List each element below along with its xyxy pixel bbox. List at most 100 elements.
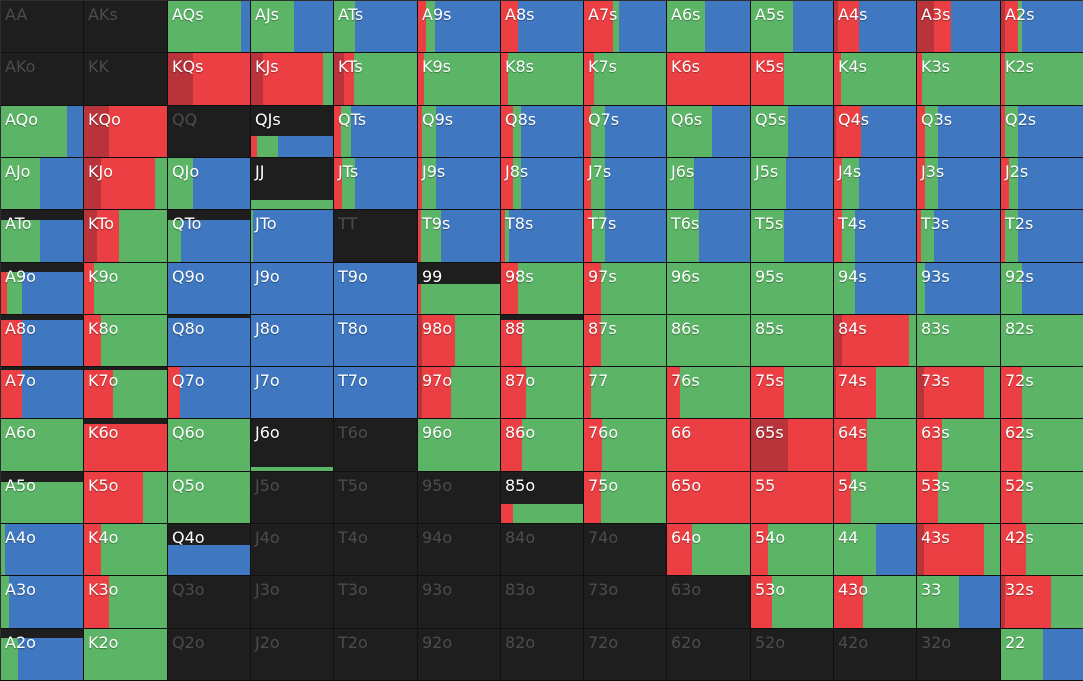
hand-cell-53s[interactable]: 53s bbox=[917, 472, 1001, 524]
hand-cell-Q2s[interactable]: Q2s bbox=[1001, 106, 1083, 158]
hand-cell-T8o[interactable]: T8o bbox=[334, 315, 418, 367]
hand-cell-K8o[interactable]: K8o bbox=[84, 315, 168, 367]
hand-cell-KJo[interactable]: KJo bbox=[84, 158, 168, 210]
hand-cell-TT[interactable]: TT bbox=[334, 210, 418, 263]
hand-cell-QTs[interactable]: QTs bbox=[334, 106, 418, 158]
hand-cell-96o[interactable]: 96o bbox=[418, 419, 501, 472]
hand-cell-JTs[interactable]: JTs bbox=[334, 158, 418, 210]
hand-cell-J7o[interactable]: J7o bbox=[251, 367, 334, 419]
hand-cell-72s[interactable]: 72s bbox=[1001, 367, 1083, 419]
hand-cell-76o[interactable]: 76o bbox=[584, 419, 667, 472]
hand-cell-AJs[interactable]: AJs bbox=[251, 1, 334, 53]
hand-cell-92s[interactable]: 92s bbox=[1001, 263, 1083, 315]
hand-cell-65s[interactable]: 65s bbox=[751, 419, 834, 472]
hand-cell-A5o[interactable]: A5o bbox=[1, 472, 84, 524]
hand-cell-22[interactable]: 22 bbox=[1001, 629, 1083, 681]
hand-cell-K7o[interactable]: K7o bbox=[84, 367, 168, 419]
hand-cell-84o[interactable]: 84o bbox=[501, 524, 584, 576]
hand-cell-T8s[interactable]: T8s bbox=[501, 210, 584, 263]
hand-cell-73s[interactable]: 73s bbox=[917, 367, 1001, 419]
hand-cell-K7s[interactable]: K7s bbox=[584, 53, 667, 106]
hand-cell-A7s[interactable]: A7s bbox=[584, 1, 667, 53]
hand-cell-54s[interactable]: 54s bbox=[834, 472, 917, 524]
hand-cell-65o[interactable]: 65o bbox=[667, 472, 751, 524]
hand-cell-A9o[interactable]: A9o bbox=[1, 263, 84, 315]
hand-cell-K9s[interactable]: K9s bbox=[418, 53, 501, 106]
hand-cell-94o[interactable]: 94o bbox=[418, 524, 501, 576]
hand-cell-85s[interactable]: 85s bbox=[751, 315, 834, 367]
hand-cell-73o[interactable]: 73o bbox=[584, 576, 667, 629]
hand-cell-93s[interactable]: 93s bbox=[917, 263, 1001, 315]
hand-cell-J2o[interactable]: J2o bbox=[251, 629, 334, 681]
hand-cell-T9o[interactable]: T9o bbox=[334, 263, 418, 315]
hand-cell-99[interactable]: 99 bbox=[418, 263, 501, 315]
hand-cell-86o[interactable]: 86o bbox=[501, 419, 584, 472]
hand-cell-T2s[interactable]: T2s bbox=[1001, 210, 1083, 263]
hand-cell-KQo[interactable]: KQo bbox=[84, 106, 168, 158]
hand-cell-J4o[interactable]: J4o bbox=[251, 524, 334, 576]
hand-cell-83s[interactable]: 83s bbox=[917, 315, 1001, 367]
hand-cell-98s[interactable]: 98s bbox=[501, 263, 584, 315]
hand-cell-Q8s[interactable]: Q8s bbox=[501, 106, 584, 158]
hand-cell-Q9o[interactable]: Q9o bbox=[168, 263, 251, 315]
hand-cell-Q8o[interactable]: Q8o bbox=[168, 315, 251, 367]
hand-cell-J8s[interactable]: J8s bbox=[501, 158, 584, 210]
hand-cell-83o[interactable]: 83o bbox=[501, 576, 584, 629]
hand-cell-92o[interactable]: 92o bbox=[418, 629, 501, 681]
hand-cell-K4o[interactable]: K4o bbox=[84, 524, 168, 576]
hand-cell-A7o[interactable]: A7o bbox=[1, 367, 84, 419]
hand-cell-Q4o[interactable]: Q4o bbox=[168, 524, 251, 576]
hand-cell-KK[interactable]: KK bbox=[84, 53, 168, 106]
hand-cell-QTo[interactable]: QTo bbox=[168, 210, 251, 263]
hand-cell-AA[interactable]: AA bbox=[1, 1, 84, 53]
hand-cell-96s[interactable]: 96s bbox=[667, 263, 751, 315]
hand-cell-84s[interactable]: 84s bbox=[834, 315, 917, 367]
hand-cell-33[interactable]: 33 bbox=[917, 576, 1001, 629]
hand-cell-62o[interactable]: 62o bbox=[667, 629, 751, 681]
hand-cell-K3s[interactable]: K3s bbox=[917, 53, 1001, 106]
hand-cell-Q3s[interactable]: Q3s bbox=[917, 106, 1001, 158]
hand-cell-JTo[interactable]: JTo bbox=[251, 210, 334, 263]
hand-cell-T4o[interactable]: T4o bbox=[334, 524, 418, 576]
hand-cell-Q6o[interactable]: Q6o bbox=[168, 419, 251, 472]
hand-cell-Q5o[interactable]: Q5o bbox=[168, 472, 251, 524]
hand-cell-Q3o[interactable]: Q3o bbox=[168, 576, 251, 629]
hand-cell-A6o[interactable]: A6o bbox=[1, 419, 84, 472]
hand-cell-KTs[interactable]: KTs bbox=[334, 53, 418, 106]
hand-cell-K2o[interactable]: K2o bbox=[84, 629, 168, 681]
hand-cell-42s[interactable]: 42s bbox=[1001, 524, 1083, 576]
hand-cell-AQs[interactable]: AQs bbox=[168, 1, 251, 53]
hand-cell-KTo[interactable]: KTo bbox=[84, 210, 168, 263]
hand-cell-T5s[interactable]: T5s bbox=[751, 210, 834, 263]
hand-cell-32s[interactable]: 32s bbox=[1001, 576, 1083, 629]
hand-cell-82o[interactable]: 82o bbox=[501, 629, 584, 681]
hand-cell-93o[interactable]: 93o bbox=[418, 576, 501, 629]
hand-cell-44[interactable]: 44 bbox=[834, 524, 917, 576]
hand-cell-J6s[interactable]: J6s bbox=[667, 158, 751, 210]
hand-cell-T6s[interactable]: T6s bbox=[667, 210, 751, 263]
hand-cell-A6s[interactable]: A6s bbox=[667, 1, 751, 53]
hand-cell-AKo[interactable]: AKo bbox=[1, 53, 84, 106]
hand-cell-77[interactable]: 77 bbox=[584, 367, 667, 419]
hand-cell-A5s[interactable]: A5s bbox=[751, 1, 834, 53]
hand-cell-A3o[interactable]: A3o bbox=[1, 576, 84, 629]
hand-cell-ATs[interactable]: ATs bbox=[334, 1, 418, 53]
hand-cell-T3o[interactable]: T3o bbox=[334, 576, 418, 629]
hand-cell-32o[interactable]: 32o bbox=[917, 629, 1001, 681]
hand-cell-QJs[interactable]: QJs bbox=[251, 106, 334, 158]
hand-cell-J5o[interactable]: J5o bbox=[251, 472, 334, 524]
hand-cell-KJs[interactable]: KJs bbox=[251, 53, 334, 106]
hand-cell-AJo[interactable]: AJo bbox=[1, 158, 84, 210]
hand-cell-Q7o[interactable]: Q7o bbox=[168, 367, 251, 419]
hand-cell-A4o[interactable]: A4o bbox=[1, 524, 84, 576]
hand-cell-88[interactable]: 88 bbox=[501, 315, 584, 367]
hand-cell-95s[interactable]: 95s bbox=[751, 263, 834, 315]
hand-cell-98o[interactable]: 98o bbox=[418, 315, 501, 367]
hand-cell-74o[interactable]: 74o bbox=[584, 524, 667, 576]
hand-cell-JJ[interactable]: JJ bbox=[251, 158, 334, 210]
hand-cell-Q7s[interactable]: Q7s bbox=[584, 106, 667, 158]
hand-cell-QQ[interactable]: QQ bbox=[168, 106, 251, 158]
hand-cell-J6o[interactable]: J6o bbox=[251, 419, 334, 472]
hand-cell-43o[interactable]: 43o bbox=[834, 576, 917, 629]
hand-cell-K8s[interactable]: K8s bbox=[501, 53, 584, 106]
